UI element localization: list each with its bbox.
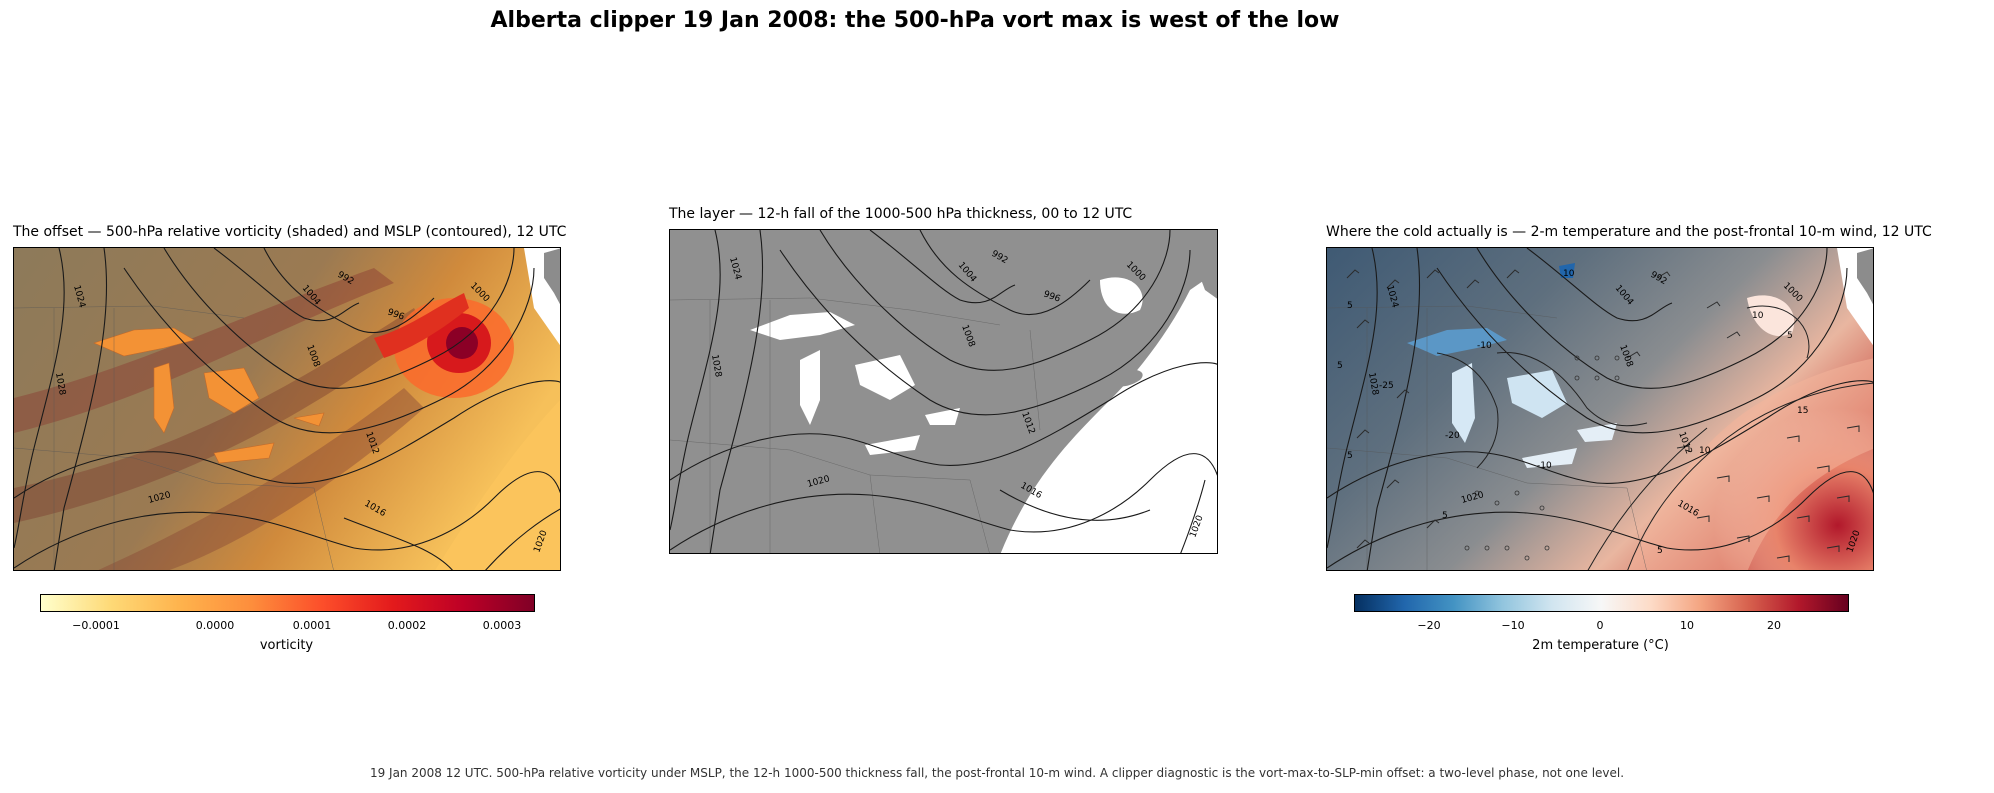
gulf-st-lawrence (1100, 277, 1143, 314)
temperature-colorbar-label: 2m temperature (°C) (1532, 638, 1669, 653)
vort-max-region (374, 293, 514, 398)
panel-3-title: Where the cold actually is — 2-m tempera… (1326, 224, 1932, 240)
warm-band (435, 400, 560, 570)
mslp-contours (14, 248, 560, 570)
temperature-labels: 10 5 5 5 -10 -20 -25 -10 10 5 15 10 5 5 (1337, 269, 1808, 556)
great-lakes (93, 327, 325, 464)
svg-text:-25: -25 (1379, 381, 1394, 391)
svg-text:5: 5 (1347, 451, 1353, 461)
svg-text:5: 5 (1787, 331, 1793, 341)
ocean-region (1000, 271, 1217, 553)
vorticity-map-svg: 1024 1028 1004 992 996 1000 1008 1012 10… (14, 248, 560, 570)
temperature-map-svg: 1024 1028 1004 992 1000 1008 1012 1020 1… (1327, 248, 1873, 570)
map-panel-temperature: 1024 1028 1004 992 1000 1008 1012 1020 1… (1326, 247, 1874, 571)
warm-transition (1627, 358, 1873, 570)
figure-caption: 19 Jan 2008 12 UTC. 500-hPa relative vor… (369, 766, 1625, 780)
temperature-colorbar (1354, 594, 1849, 612)
newfoundland-land (1190, 240, 1217, 299)
svg-text:5: 5 (1442, 511, 1448, 521)
gulf-st-lawrence (1747, 295, 1795, 337)
thickness-map-svg: 1024 1028 1004 992 996 1000 1008 1012 10… (670, 230, 1217, 553)
vorticity-tick: 0.0002 (387, 619, 427, 632)
svg-text:10: 10 (1752, 311, 1764, 321)
svg-text:5: 5 (1347, 301, 1353, 311)
svg-text:10: 10 (1699, 446, 1711, 456)
svg-text:1028: 1028 (1366, 372, 1380, 397)
newfoundland-land (1857, 248, 1873, 305)
temperature-tick: −10 (1501, 619, 1525, 632)
vorticity-tick: 0.0003 (482, 619, 522, 632)
vorticity-colorbar (40, 594, 535, 612)
svg-text:-10: -10 (1537, 461, 1552, 471)
temperature-contours (1436, 305, 1873, 570)
map-panel-vorticity: 1024 1028 1004 992 996 1000 1008 1012 10… (13, 247, 561, 571)
svg-text:1028: 1028 (53, 372, 67, 397)
figure-title: Alberta clipper 19 Jan 2008: the 500-hPa… (490, 8, 1340, 33)
svg-text:-10: -10 (1477, 341, 1492, 351)
map-panel-thickness: 1024 1028 1004 992 996 1000 1008 1012 10… (669, 229, 1218, 554)
state-borders (14, 305, 334, 570)
great-lakes (750, 312, 960, 455)
panel-1-title: The offset — 500-hPa relative vorticity … (13, 224, 567, 240)
svg-text:10: 10 (1563, 269, 1575, 279)
svg-text:15: 15 (1797, 406, 1808, 416)
svg-text:1028: 1028 (709, 354, 723, 379)
vorticity-colorbar-label: vorticity (259, 638, 314, 653)
great-lakes (1407, 263, 1617, 468)
mslp-contours (1327, 248, 1873, 570)
vorticity-tick: 0.0000 (195, 619, 235, 632)
svg-text:-20: -20 (1445, 431, 1460, 441)
nova-scotia-land (1110, 369, 1143, 387)
vorticity-bands (14, 268, 424, 570)
temperature-tick: 20 (1767, 619, 1781, 632)
svg-text:5: 5 (1657, 546, 1663, 556)
svg-text:5: 5 (1337, 361, 1343, 371)
temperature-tick: −20 (1417, 619, 1441, 632)
panel-2-title: The layer — 12-h fall of the 1000-500 hP… (669, 206, 1133, 222)
vorticity-tick: 0.0001 (292, 619, 332, 632)
state-borders (1327, 305, 1647, 570)
temperature-tick: 0 (1596, 619, 1604, 632)
state-borders (670, 297, 1041, 553)
wind-barbs (1346, 269, 1860, 562)
mslp-contours (670, 230, 1217, 553)
newfoundland-land (544, 248, 560, 305)
temperature-tick: 10 (1680, 619, 1694, 632)
vorticity-tick: −0.0001 (72, 619, 120, 632)
calm-wind-circles (1464, 355, 1620, 561)
